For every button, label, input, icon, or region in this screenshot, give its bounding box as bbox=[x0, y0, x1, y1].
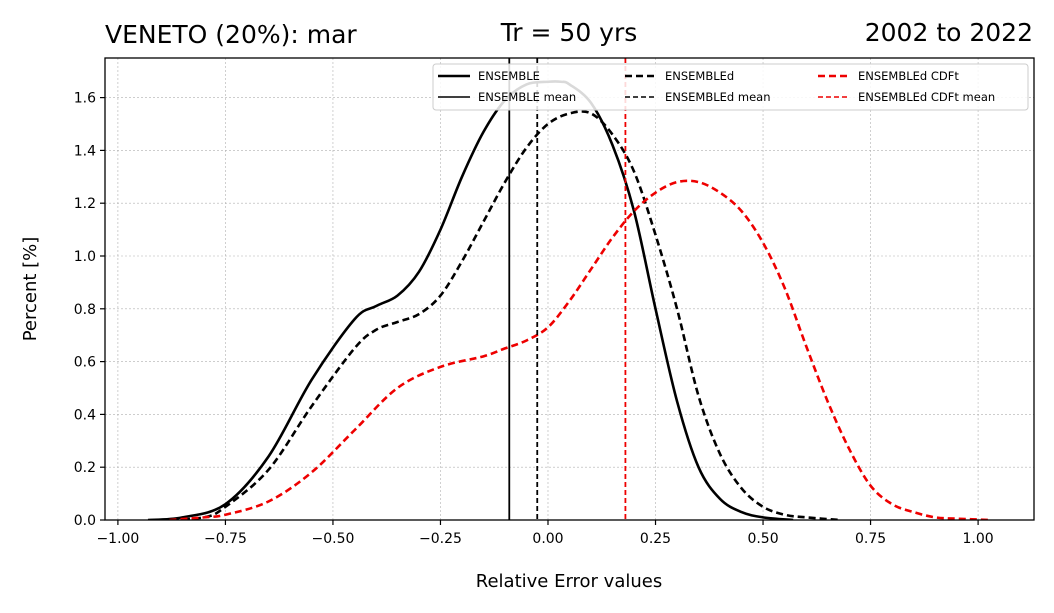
y-tick-label: 1.0 bbox=[74, 249, 96, 265]
y-tick-label: 1.2 bbox=[74, 196, 96, 212]
x-tick-label: 0.50 bbox=[747, 531, 778, 547]
x-tick-label: 0.75 bbox=[855, 531, 886, 547]
chart-title-right: 2002 to 2022 bbox=[865, 18, 1033, 47]
axes-frame bbox=[104, 57, 1035, 521]
grid-lines bbox=[105, 58, 1034, 521]
y-tick-label: 1.6 bbox=[74, 91, 96, 107]
series-line-ensembled-cdft bbox=[169, 179, 992, 520]
y-tick-label: 0.0 bbox=[74, 513, 96, 529]
y-tick-label: 1.4 bbox=[74, 143, 96, 159]
legend: ENSEMBLE ENSEMBLE mean ENSEMBLEd ENSEMBLEd … bbox=[432, 63, 1029, 111]
y-tick-label: 0.2 bbox=[74, 460, 96, 476]
axes: −1.00 −0.75 −0.50 −0.25 0.00 0.25 0.50 0.75 1.00… bbox=[74, 57, 1035, 547]
legend-label: ENSEMBLEd CDFt mean bbox=[858, 90, 995, 104]
x-tick-label: 0.25 bbox=[640, 531, 671, 547]
y-tick-label: 0.4 bbox=[74, 407, 96, 423]
legend-label: ENSEMBLEd CDFt bbox=[858, 69, 959, 83]
legend-box bbox=[432, 63, 1029, 111]
x-tick-label: −0.50 bbox=[311, 531, 354, 547]
y-axis-label: Percent [%] bbox=[20, 237, 41, 342]
x-tick-label: −0.75 bbox=[204, 531, 247, 547]
x-tick-label: −1.00 bbox=[96, 531, 139, 547]
y-tick-label: 0.8 bbox=[74, 302, 96, 318]
plot-area bbox=[147, 58, 992, 520]
chart-title-left: VENETO (20%): mar bbox=[105, 20, 357, 49]
chart-title-center: Tr = 50 yrs bbox=[500, 18, 638, 47]
x-tick-label: 0.00 bbox=[532, 531, 563, 547]
series-line-ensembled bbox=[160, 110, 841, 520]
x-axis-label: Relative Error values bbox=[476, 571, 662, 592]
y-tick-label: 0.6 bbox=[74, 355, 96, 371]
legend-label: ENSEMBLE bbox=[478, 69, 540, 83]
legend-label: ENSEMBLEd mean bbox=[665, 90, 771, 104]
x-tick-label: 1.00 bbox=[963, 531, 994, 547]
legend-label: ENSEMBLE mean bbox=[478, 90, 576, 104]
series-line-ensemble bbox=[147, 80, 794, 520]
legend-label: ENSEMBLEd bbox=[665, 69, 734, 83]
x-tick-label: −0.25 bbox=[419, 531, 462, 547]
